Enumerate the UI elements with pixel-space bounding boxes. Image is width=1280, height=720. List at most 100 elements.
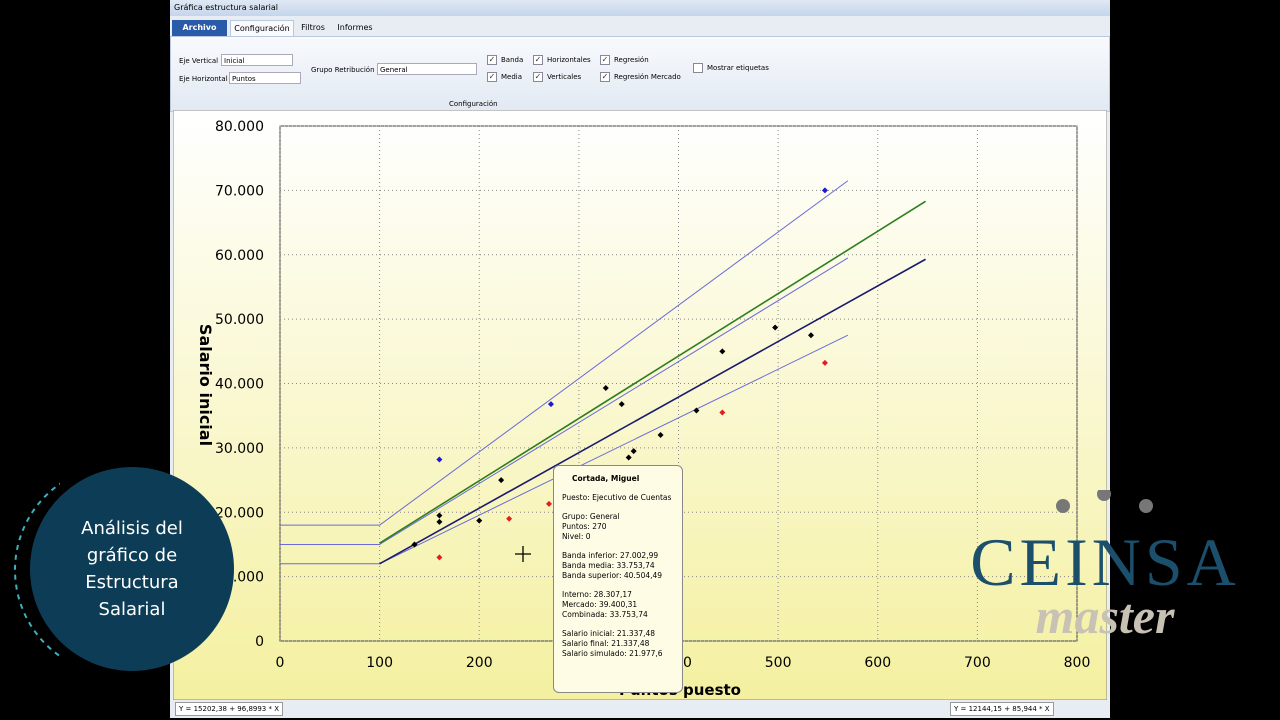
checkbox[interactable]: ✓ Banda — [487, 55, 523, 65]
tooltip-line: Salario final: 21.337,48 — [562, 639, 650, 648]
checkbox[interactable]: ✓ Verticales — [533, 72, 581, 82]
title-bar: Gráfica estructura salarial — [170, 0, 1110, 16]
checkbox[interactable]: ✓ Regresión Mercado — [600, 72, 681, 82]
line — [379, 258, 926, 565]
point — [411, 541, 418, 548]
tooltip-group: Puesto: Ejecutivo de Cuentas — [562, 493, 674, 503]
point — [506, 515, 513, 522]
tooltip: Cortada, Miguel Puesto: Ejecutivo de Cue… — [553, 465, 683, 693]
x-tick-label: 0 — [276, 655, 285, 671]
y-tick-label: 40.000 — [215, 377, 264, 393]
tooltip-line: Banda media: 33.753,74 — [562, 561, 655, 570]
tooltip-group: Banda inferior: 27.002,99 Banda media: 33… — [562, 551, 674, 581]
line — [379, 200, 926, 544]
point — [657, 432, 664, 438]
brand-sub: master — [1036, 588, 1175, 644]
y-tick-label: 30.000 — [215, 441, 264, 457]
check-box: ✓ — [600, 72, 610, 82]
tooltip-title: Cortada, Miguel — [572, 474, 640, 483]
point — [476, 517, 483, 524]
checkbox[interactable]: ✓ Media — [487, 72, 522, 82]
point — [436, 518, 443, 525]
point — [602, 385, 609, 392]
tooltip-line: Nivel: 0 — [562, 532, 591, 541]
point — [625, 454, 632, 461]
logo: CEINSA master — [970, 490, 1240, 644]
tooltip-line: Banda inferior: 27.002,99 — [562, 551, 659, 560]
tab[interactable]: Configuración — [230, 20, 294, 37]
checkbox-label: Banda — [501, 56, 524, 64]
y-tick-label: 20.000 — [215, 505, 264, 521]
tab-bar: Archivo Configuración Filtros Informes — [170, 18, 1110, 37]
x-tick-label: 500 — [765, 655, 792, 671]
tooltip-group: Interno: 28.307,17 Mercado: 39.400,31 Comb… — [562, 590, 674, 620]
point — [808, 332, 815, 339]
x-tick-label: 100 — [366, 655, 393, 671]
caption-circle: Análisis del gráfico de Estructura Salar… — [30, 467, 234, 671]
x-tick-label: 200 — [466, 655, 493, 671]
checkbox-label: Regresión Mercado — [614, 73, 681, 81]
x-tick-label: 800 — [1064, 655, 1091, 671]
check-box: ✓ — [487, 72, 497, 82]
line — [280, 180, 849, 526]
point — [719, 409, 726, 416]
tooltip-line: Grupo: General — [562, 512, 620, 521]
checkbox[interactable]: ✓ Regresión — [600, 55, 649, 65]
line — [280, 257, 849, 545]
check-box: ✓ — [487, 55, 497, 65]
checkbox[interactable]: ✓ Horizontales — [533, 55, 591, 65]
combo-box[interactable]: General — [377, 63, 477, 75]
point — [630, 448, 637, 455]
combo-box[interactable]: Puntos — [229, 72, 301, 84]
ribbon: Eje Vertical Inicial Eje Horizontal Punt… — [170, 36, 1110, 112]
tab[interactable]: Archivo — [172, 20, 227, 36]
x-tick-label: 700 — [964, 655, 991, 671]
point — [821, 187, 828, 194]
point — [618, 401, 625, 408]
tooltip-line: Banda superior: 40.504,49 — [562, 571, 663, 580]
tooltip-group: Grupo: General Puntos: 270 Nivel: 0 — [562, 512, 674, 542]
tab[interactable]: Informes — [337, 23, 373, 32]
field-label: Grupo Retribución — [311, 66, 375, 74]
tooltip-line: Salario inicial: 21.337,48 — [562, 629, 656, 638]
point — [436, 554, 443, 561]
checkbox[interactable]: Mostrar etiquetas — [693, 63, 769, 73]
checkbox-label: Horizontales — [547, 56, 591, 64]
brand: CEINSA — [970, 524, 1240, 600]
combo-box[interactable]: Inicial — [221, 54, 293, 66]
point — [436, 456, 443, 463]
checkbox-label: Media — [501, 73, 523, 81]
field-label: Eje Horizontal — [179, 75, 228, 83]
tooltip-line: Combinada: 33.753,74 — [562, 610, 648, 619]
caption: Análisis del gráfico de Estructura Salar… — [81, 518, 183, 620]
checkbox-label: Verticales — [547, 73, 582, 81]
y-tick-label: 80.000 — [215, 119, 264, 135]
y-tick-label: 60.000 — [215, 248, 264, 264]
check-box: ✓ — [533, 55, 543, 65]
cursor — [515, 546, 531, 562]
tooltip-line: Salario simulado: 21.977,6 — [562, 649, 663, 658]
tooltip-line: Puntos: 270 — [562, 522, 607, 531]
checkbox-label: Regresión — [614, 56, 649, 64]
check-box: ✓ — [533, 72, 543, 82]
point — [772, 324, 779, 331]
tooltip-group: Salario inicial: 21.337,48 Salario final:… — [562, 629, 674, 659]
field-label: Eje Vertical — [179, 57, 219, 65]
tooltip-line: Puesto: Ejecutivo de Cuentas — [562, 493, 672, 502]
y-tick-label: 50.000 — [215, 312, 264, 328]
y-tick-label: 0 — [255, 634, 264, 650]
x-tick-label: 600 — [864, 655, 891, 671]
y-axis-title: Salario inicial — [196, 324, 215, 446]
group-label: Configuración — [449, 100, 498, 108]
point — [693, 407, 700, 414]
point — [547, 401, 554, 408]
check-box — [693, 63, 703, 73]
point — [436, 512, 443, 519]
tooltip-line: Mercado: 39.400,31 — [562, 600, 638, 609]
checkbox-label: Mostrar etiquetas — [707, 64, 769, 72]
point — [719, 348, 726, 355]
status-right: Y = 12144,15 + 85,944 * X — [950, 702, 1054, 716]
point — [545, 500, 552, 507]
tab[interactable]: Filtros — [301, 23, 325, 32]
